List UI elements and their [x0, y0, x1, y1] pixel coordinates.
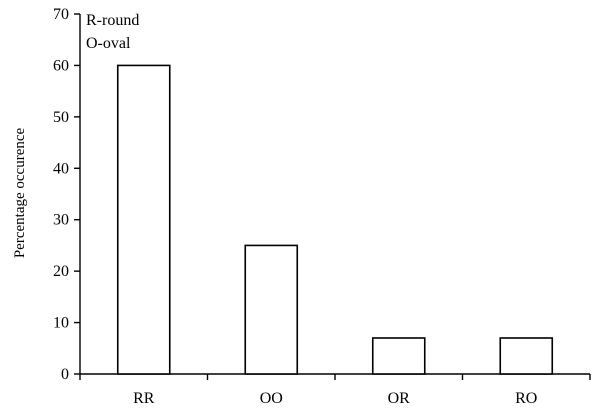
x-tick-label: RR: [133, 390, 155, 407]
y-tick-label: 0: [61, 366, 69, 383]
x-tick-label: OO: [260, 390, 283, 407]
y-tick-label: 70: [53, 6, 69, 23]
annotation-oval: O-oval: [86, 35, 131, 52]
x-tick-label: OR: [388, 390, 411, 407]
bar-oo: [244, 244, 299, 375]
bars: [116, 64, 554, 375]
annotations: R-round O-oval: [86, 12, 139, 52]
y-tick-label: 10: [53, 315, 69, 332]
y-tick-label: 50: [53, 109, 69, 126]
y-tick-label: 30: [53, 212, 69, 229]
y-tick-label: 40: [53, 160, 69, 177]
y-axis-label: Percentage occurence: [12, 127, 28, 258]
annotation-round: R-round: [86, 12, 139, 29]
bar-or: [371, 337, 426, 375]
y-tick-label: 60: [53, 57, 69, 74]
bar-rr: [116, 64, 171, 375]
x-axis: RR OO OR RO: [79, 373, 591, 407]
x-tick-label: RO: [515, 390, 537, 407]
bar-ro: [499, 337, 554, 375]
y-axis: 0 10 20 30 40 50 60 70: [53, 6, 81, 383]
y-tick-label: 20: [53, 263, 69, 280]
